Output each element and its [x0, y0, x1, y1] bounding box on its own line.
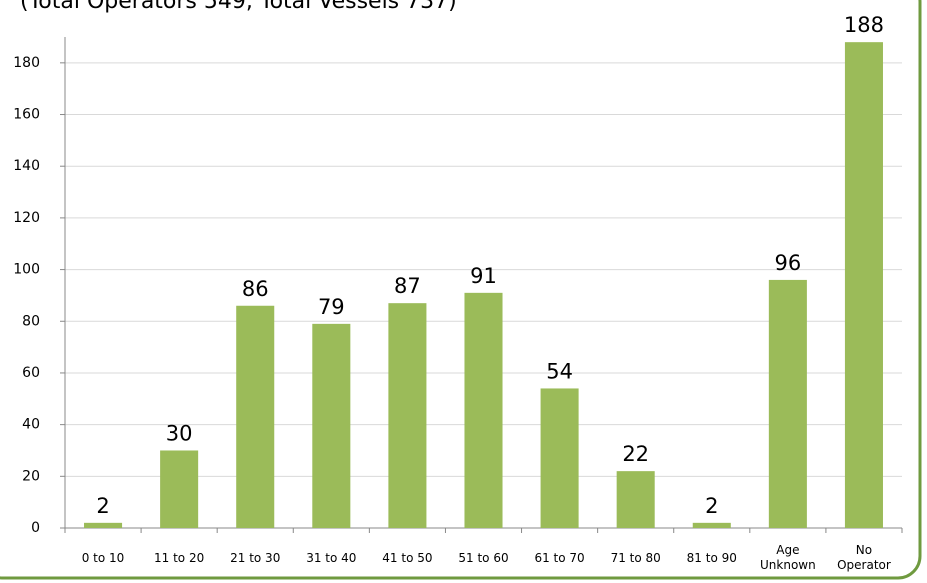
- data-label: 54: [546, 359, 573, 383]
- bar: [616, 471, 655, 528]
- y-tick-label: 80: [22, 313, 40, 329]
- x-tick-label: 31 to 40: [306, 550, 357, 565]
- bar: [540, 388, 579, 528]
- x-tick-label: 41 to 50: [382, 550, 433, 565]
- y-tick-label: 160: [13, 107, 40, 123]
- y-tick-label: 180: [13, 55, 40, 71]
- x-tick-label: 71 to 80: [610, 550, 661, 565]
- y-tick-label: 140: [13, 158, 40, 174]
- y-tick-label: 0: [31, 520, 40, 536]
- x-tick-label: 51 to 60: [458, 550, 509, 565]
- y-tick-label: 20: [22, 468, 40, 484]
- data-label: 87: [394, 274, 421, 298]
- bar: [84, 522, 123, 528]
- bar: [236, 305, 275, 528]
- bar: [388, 303, 427, 528]
- x-tick-label: 11 to 20: [154, 550, 205, 565]
- y-tick-label: 120: [13, 210, 40, 226]
- x-tick-label: 81 to 90: [686, 550, 737, 565]
- bar: [160, 450, 199, 528]
- data-label: 86: [242, 277, 269, 301]
- y-tick-label: 100: [13, 262, 40, 278]
- bar: [464, 292, 503, 528]
- x-tick-label: No Operator: [837, 543, 891, 572]
- x-tick-label: 61 to 70: [534, 550, 585, 565]
- data-label: 2: [705, 494, 718, 518]
- data-label: 30: [166, 421, 193, 445]
- x-tick-label: Age Unknown: [760, 543, 816, 572]
- bar: [844, 42, 883, 528]
- chart-subtitle: (Total Operators 549, Total Vessels 737): [20, 0, 457, 14]
- bar: [312, 323, 351, 528]
- data-label: 91: [470, 264, 497, 288]
- data-label: 188: [844, 13, 884, 37]
- bar: [692, 522, 731, 528]
- data-label: 2: [96, 494, 109, 518]
- data-label: 22: [622, 442, 649, 466]
- x-tick-label: 0 to 10: [81, 550, 125, 565]
- y-tick-label: 60: [22, 365, 40, 381]
- bar: [768, 279, 807, 528]
- data-label: 79: [318, 295, 345, 319]
- data-label: 96: [774, 251, 801, 275]
- x-tick-label: 21 to 30: [230, 550, 281, 565]
- y-tick-label: 40: [22, 417, 40, 433]
